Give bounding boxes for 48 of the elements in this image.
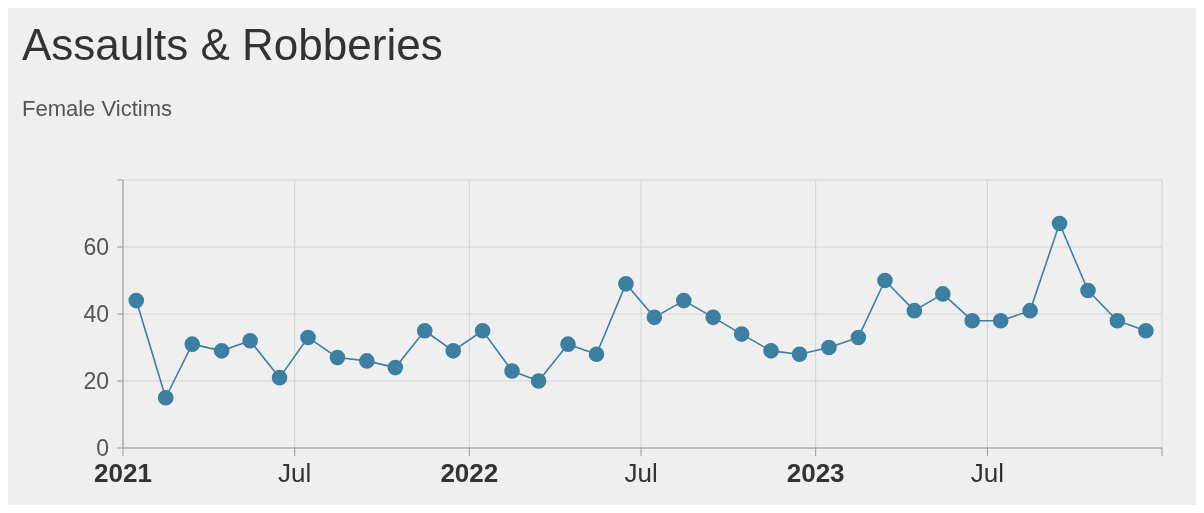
point: [504, 363, 520, 379]
x-tick-label: Jul: [970, 458, 1005, 488]
point: [387, 359, 404, 376]
point: [157, 389, 174, 406]
point: [588, 346, 605, 362]
point: [271, 369, 288, 386]
point: [213, 343, 230, 359]
point: [416, 322, 433, 339]
point: [300, 329, 316, 346]
x-tick-label: Jul: [278, 458, 312, 488]
x-tick-label: 2021: [94, 458, 152, 488]
point: [1051, 215, 1068, 232]
point: [530, 373, 547, 389]
point: [821, 339, 837, 356]
point: [128, 292, 145, 309]
x-tick-label: 2022: [440, 458, 499, 488]
point: [646, 309, 663, 326]
point: [1109, 312, 1126, 329]
y-tick-label: 20: [83, 368, 109, 394]
point: [184, 336, 201, 352]
point: [964, 312, 981, 329]
point: [850, 329, 867, 346]
point: [992, 312, 1009, 329]
point: [733, 326, 750, 342]
point: [675, 292, 692, 309]
x-tick-label: Jul: [624, 458, 658, 488]
point: [1022, 302, 1038, 319]
point: [474, 322, 491, 339]
point: [618, 276, 634, 292]
point: [329, 349, 346, 366]
y-tick-label: 60: [83, 234, 109, 260]
point: [1080, 282, 1096, 299]
y-tick-label: 0: [96, 435, 109, 461]
point: [705, 309, 721, 326]
point: [935, 286, 951, 302]
point: [906, 302, 923, 319]
y-tick-label: 40: [83, 301, 109, 327]
point: [560, 336, 576, 352]
point: [877, 272, 893, 289]
chart-title: Assaults & Robberies: [22, 20, 443, 70]
point: [445, 343, 461, 359]
x-tick-label: 2023: [786, 458, 845, 488]
point: [763, 343, 779, 359]
point: [359, 353, 375, 369]
point: [242, 333, 258, 349]
point: [1138, 322, 1154, 339]
chart-subtitle: Female Victims: [22, 96, 172, 122]
point: [791, 346, 808, 362]
